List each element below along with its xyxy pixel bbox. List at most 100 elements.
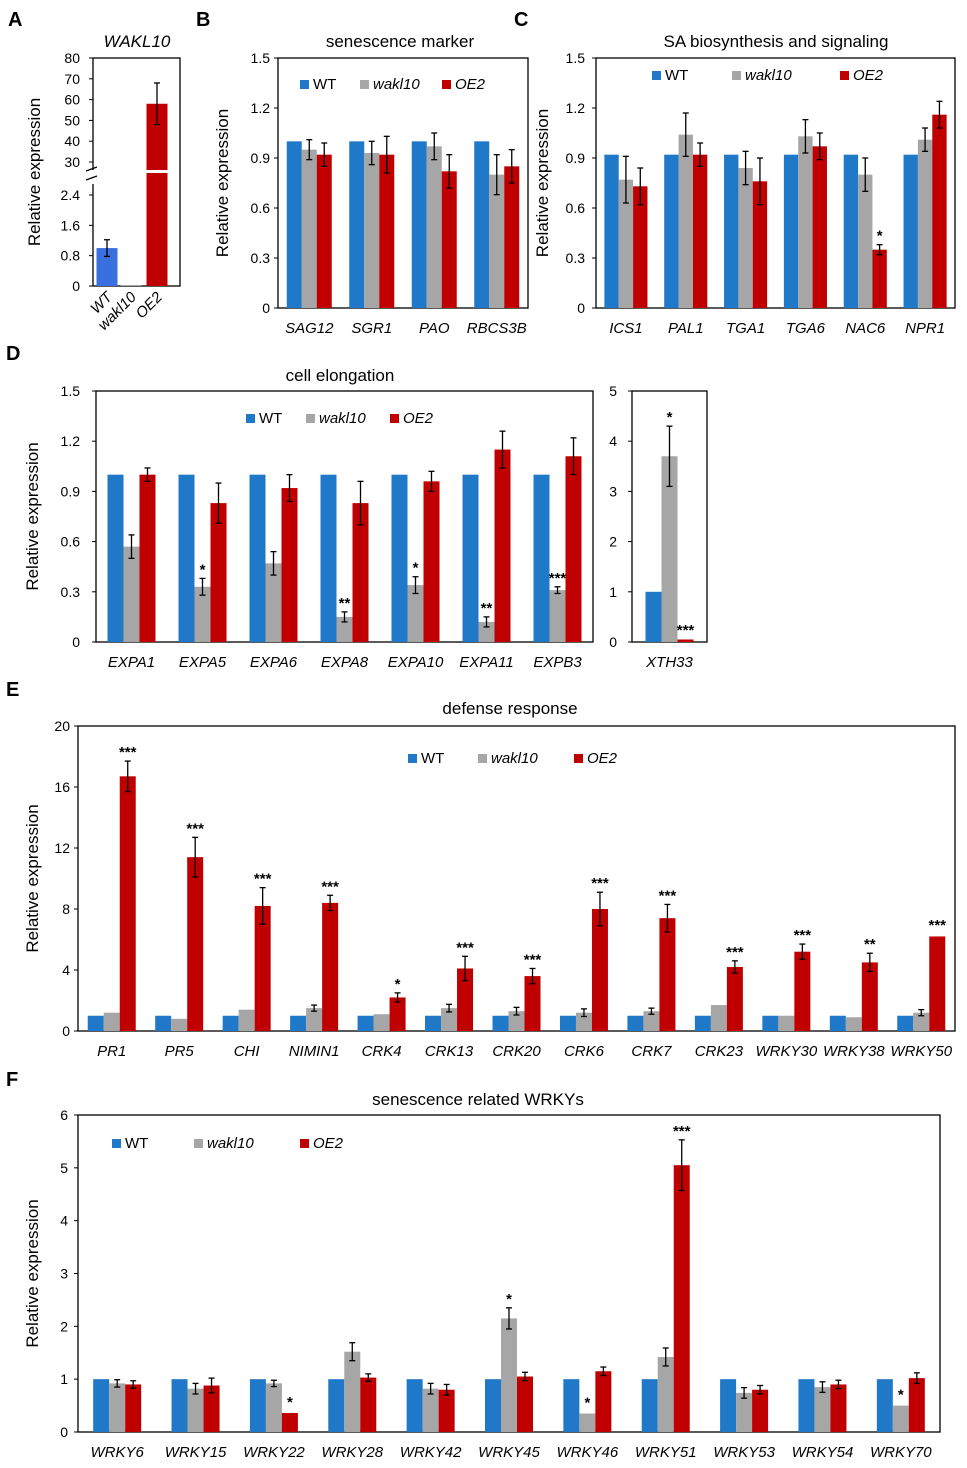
x-category-label: WRKY50 — [890, 1043, 952, 1060]
significance-mark: * — [200, 561, 206, 578]
x-category-label: OE2 — [133, 288, 167, 322]
bar-E-WT-CRK7 — [627, 1015, 644, 1031]
significance-mark: * — [584, 1394, 590, 1411]
legend-label-wt: WT — [421, 750, 444, 767]
legend-swatch-wakl10 — [360, 80, 369, 89]
bar-B-WT-SGR1 — [349, 141, 365, 308]
bar-F-OE2-WRKY46 — [595, 1371, 612, 1432]
bar-E-WT-PR5 — [155, 1015, 172, 1031]
x-category-label: PAL1 — [668, 320, 704, 337]
x-category-label: XTH33 — [645, 654, 693, 671]
bar-E-wakl10-CRK23 — [710, 1005, 727, 1031]
bar-F-OE2-WRKY15 — [203, 1385, 220, 1432]
bar-D2-WT-XTH33 — [645, 591, 662, 642]
bar-F-wakl10-WRKY70 — [892, 1405, 909, 1432]
bar-F-wakl10-WRKY46 — [579, 1413, 596, 1432]
bar-D-OE2-EXPA6 — [281, 488, 298, 642]
significance-mark: * — [898, 1386, 904, 1403]
bar-E-wakl10-WRKY38 — [845, 1017, 862, 1031]
x-category-label: WRKY30 — [756, 1043, 818, 1060]
y-tick-label: 16 — [54, 779, 70, 795]
bar-E-OE2-CRK4 — [389, 997, 406, 1031]
bar-F-OE2-WRKY45 — [517, 1376, 533, 1432]
legend-label-wt: WT — [259, 410, 282, 427]
bar-C-wakl10-TGA6 — [798, 136, 813, 308]
x-category-label: WRKY53 — [713, 1444, 775, 1461]
significance-mark: ** — [481, 600, 493, 617]
x-category-label: WRKY46 — [557, 1444, 619, 1461]
legend-swatch-wt — [246, 414, 255, 423]
bar-F-wakl10-WRKY53 — [736, 1392, 753, 1432]
legend-label-wakl10: wakl10 — [319, 410, 366, 427]
y-tick-label: 4 — [60, 1213, 68, 1229]
x-category-label: EXPA11 — [459, 654, 513, 671]
x-category-label: CRK4 — [362, 1043, 402, 1060]
bar-E-OE2-CRK20 — [524, 976, 541, 1031]
bar-D-WT-EXPA5 — [178, 474, 195, 642]
legend-label-wt: WT — [125, 1135, 148, 1152]
bar-F-OE2-WRKY28 — [360, 1377, 377, 1432]
x-category-label: SAG12 — [285, 320, 334, 337]
bar-D-WT-EXPA8 — [320, 474, 337, 642]
x-category-label: EXPA8 — [321, 654, 369, 671]
significance-mark: *** — [794, 927, 812, 944]
y-tick-label: 40 — [64, 133, 80, 149]
y-tick-label: 1.2 — [251, 100, 271, 116]
y-tick-label: 6 — [60, 1107, 68, 1123]
x-category-label: WRKY54 — [792, 1444, 854, 1461]
x-category-label: CRK7 — [631, 1043, 672, 1060]
significance-mark: * — [395, 976, 401, 993]
y-tick-label: 0 — [60, 1424, 68, 1440]
legend-label-oe2: OE2 — [587, 750, 618, 767]
x-category-label: NIMIN1 — [289, 1043, 340, 1060]
legend-label-oe2: OE2 — [455, 76, 486, 93]
bar-F-wakl10-WRKY51 — [657, 1356, 674, 1432]
y-tick-label: 0 — [72, 278, 80, 294]
bar-E-wakl10-CRK4 — [373, 1014, 390, 1031]
bar-D-wakl10-EXPA10 — [407, 585, 424, 642]
significance-mark: * — [287, 1394, 293, 1411]
legend-swatch-wakl10 — [194, 1139, 203, 1148]
legend-swatch-oe2 — [840, 71, 849, 80]
y-tick-label: 5 — [60, 1160, 68, 1176]
significance-mark: *** — [659, 887, 677, 904]
chart-title: senescence marker — [326, 32, 475, 51]
x-category-label: CRK20 — [492, 1043, 541, 1060]
bar-C-OE2-NAC6 — [872, 249, 887, 308]
y-axis-label: Relative expression — [213, 109, 232, 257]
bar-D-wakl10-EXPA5 — [194, 586, 211, 642]
legend-swatch-wt — [652, 71, 661, 80]
bar-E-OE2-CRK23 — [726, 966, 743, 1031]
bar-D-wakl10-EXPB3 — [549, 590, 566, 642]
bar-D-WT-EXPA11 — [462, 474, 479, 642]
bar-D-WT-EXPA1 — [107, 474, 124, 642]
bar-E-wakl10-PR5 — [171, 1018, 188, 1031]
y-tick-label: 0.9 — [251, 150, 271, 166]
bar-C-WT-NAC6 — [843, 154, 859, 308]
bar-C-OE2-TGA6 — [812, 146, 827, 308]
significance-mark: *** — [673, 1123, 691, 1140]
bar-E-wakl10-CRK13 — [441, 1008, 458, 1031]
bar-break-gap — [145, 170, 169, 173]
significance-mark: ** — [864, 936, 876, 953]
bar-D-WT-EXPB3 — [533, 474, 550, 642]
bar-C-wakl10-TGA1 — [738, 168, 753, 308]
panel-letter: A — [8, 9, 22, 31]
x-category-label: EXPA5 — [179, 654, 227, 671]
y-axis-label: Relative expression — [23, 1199, 42, 1347]
x-category-label: WRKY45 — [478, 1444, 540, 1461]
bar-D-WT-EXPA10 — [391, 474, 408, 642]
y-tick-label: 2.4 — [61, 187, 81, 203]
significance-mark: *** — [524, 951, 542, 968]
significance-mark: *** — [549, 570, 567, 587]
bar-B-WT-RBCS3B — [474, 141, 490, 308]
bar-D-wakl10-EXPA6 — [265, 563, 282, 642]
y-tick-label: 1.2 — [61, 433, 81, 449]
y-tick-label: 0 — [72, 634, 80, 650]
bar-E-WT-CRK6 — [559, 1015, 576, 1031]
x-category-label: RBCS3B — [467, 320, 527, 337]
y-tick-label: 1.5 — [251, 50, 271, 66]
bar-E-wakl10-CRK6 — [575, 1012, 592, 1031]
bar-F-OE2-WRKY70 — [908, 1378, 925, 1432]
